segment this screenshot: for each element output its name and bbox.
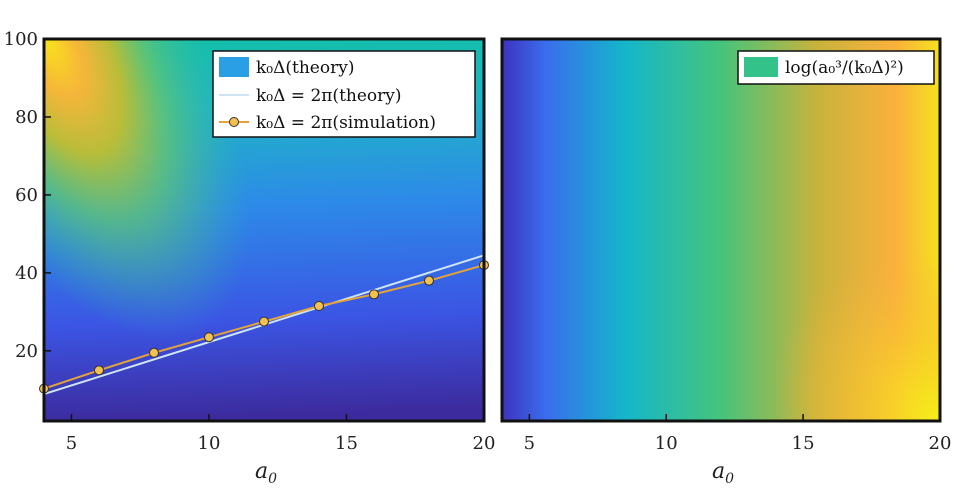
y-tick-label: 40 [15,263,38,284]
simulation-point [94,365,104,376]
y-tick-label: 100 [4,29,38,50]
legend-theory-label: k₀Δ(theory) [256,58,354,78]
y-tick-label: 20 [15,341,38,362]
x-tick-label: 20 [929,433,952,454]
y-tick-label: 60 [15,185,38,206]
legend-sim-marker [229,117,239,127]
right-x-axis-label: a0 [712,459,734,487]
left-series-layer [39,254,489,396]
x-tick-label: 5 [66,433,77,454]
x-tick-label: 15 [335,433,358,454]
simulation-point [314,301,324,312]
left-panel: 5 10 15 20 20 40 60 80 100 a0 k₀Δ(theory) k₀Δ = … [4,29,496,487]
x-tick-label: 20 [473,433,496,454]
simulation-point [369,289,379,300]
right-axes-frame [500,37,942,423]
right-legend: log(a₀³/(k₀Δ)²) [737,50,935,85]
right-tick-layer: 5 10 15 20 [524,414,952,454]
simulation-point [204,332,214,343]
y-tick-label: 80 [15,107,38,128]
x-tick-label: 5 [524,433,535,454]
x-tick-label: 10 [198,433,221,454]
right-panel: 5 10 15 20 a0 log(a₀³/(k₀Δ)²) [500,37,952,487]
simulation-point [259,316,269,327]
legend-theory-patch [219,57,249,77]
left-axes-frame [42,37,486,423]
left-x-axis-label: a0 [255,459,277,487]
legend-sim-label: k₀Δ = 2π(simulation) [256,113,436,133]
right-heatmap-highlight [502,39,940,421]
left-legend: k₀Δ(theory) k₀Δ = 2π(theory) k₀Δ = 2π(si… [212,50,476,138]
x-tick-label: 10 [655,433,678,454]
legend-theory-2pi-label: k₀Δ = 2π(theory) [256,86,402,106]
left-tick-layer: 5 10 15 20 20 40 60 80 100 [4,29,496,454]
simulation-point [149,347,159,358]
simulation-point [424,275,434,286]
legend-log-patch [744,57,778,77]
x-tick-label: 15 [792,433,815,454]
legend-log-label: log(a₀³/(k₀Δ)²) [785,58,904,78]
